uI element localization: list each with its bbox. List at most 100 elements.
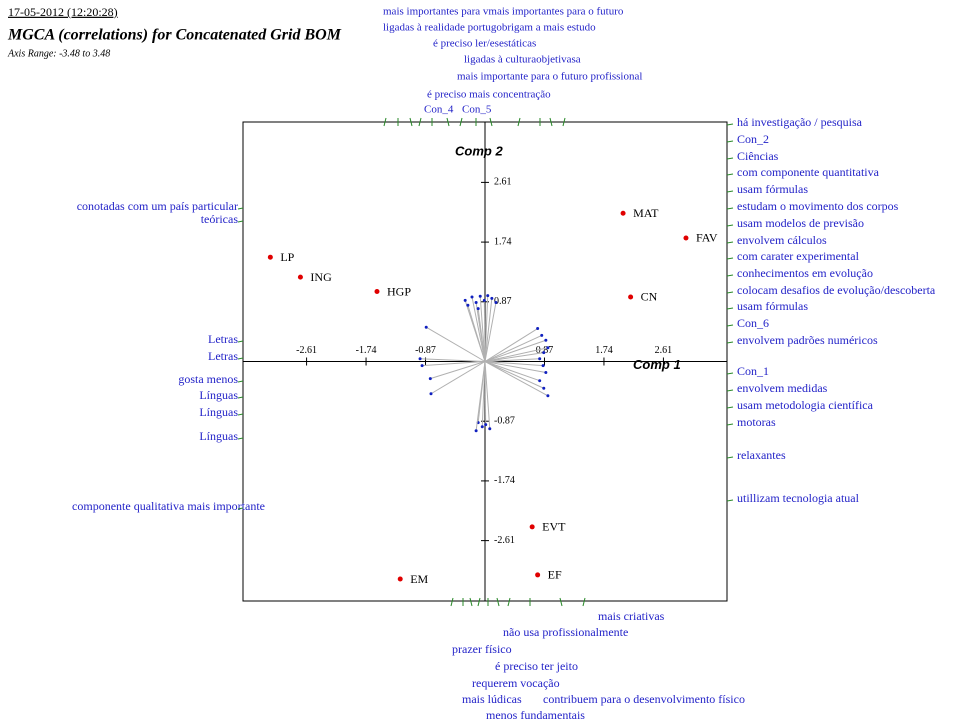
vector	[484, 328, 538, 362]
vector-end	[541, 364, 545, 368]
construct-tick	[726, 406, 734, 409]
construct-tick	[237, 340, 244, 343]
construct-tick	[459, 117, 463, 127]
vector-end	[486, 294, 490, 298]
construct-label: colocam desafios de evolução/descoberta	[737, 283, 936, 297]
vector	[484, 361, 544, 367]
construct-label: motoras	[737, 415, 776, 429]
vector	[484, 361, 491, 429]
construct-label: ligadas à realidade portugobrigam a mais…	[383, 22, 596, 34]
construct-tick	[726, 207, 734, 210]
construct-tick	[726, 173, 734, 176]
construct-label: é preciso mais concentração	[427, 89, 551, 101]
construct-label: relaxantes	[737, 448, 786, 462]
point-label: EVT	[542, 520, 566, 534]
vector-end	[476, 307, 480, 311]
vector	[484, 361, 546, 373]
y-tick-label: -1.74	[494, 475, 515, 486]
construct-label: Línguas	[199, 388, 238, 402]
point	[267, 254, 273, 260]
construct-label: componente qualitativa mais importante	[72, 499, 265, 513]
vector-end	[488, 427, 492, 431]
construct-tick	[237, 357, 244, 360]
construct-label: usam modelos de previsão	[737, 216, 864, 230]
construct-label: usam metodologia científica	[737, 398, 874, 412]
construct-label: estudam o movimento dos corpos	[737, 199, 899, 213]
vector	[484, 361, 540, 382]
vector	[484, 361, 487, 425]
construct-tick	[237, 437, 244, 440]
vector	[481, 361, 486, 427]
y-tick-label: 2.61	[494, 177, 512, 188]
vector-end	[542, 386, 546, 390]
vector	[484, 334, 542, 362]
chart-title: MGCA (correlations) for Concatenated Gri…	[7, 27, 342, 44]
x-tick-label: 0.87	[536, 345, 554, 356]
construct-tick	[469, 597, 473, 607]
construct-label: contribuem para o desenvolvimento físico	[543, 692, 745, 706]
construct-label: envolvem padrões numéricos	[737, 333, 878, 347]
construct-label: Letras	[208, 332, 238, 346]
point	[628, 294, 634, 300]
construct-tick	[507, 597, 511, 607]
construct-tick	[237, 220, 244, 223]
vector-end	[538, 379, 542, 383]
x-tick-label: -1.74	[356, 345, 377, 356]
construct-label: envolvem medidas	[737, 381, 828, 395]
y-axis-label: Comp 2	[455, 143, 503, 158]
construct-label: Línguas	[199, 429, 238, 443]
point	[535, 572, 541, 578]
point	[397, 576, 403, 582]
construct-tick	[517, 117, 521, 127]
construct-tick	[726, 389, 734, 392]
vector-end	[478, 294, 482, 298]
construct-tick	[237, 380, 244, 383]
vector-end	[424, 325, 428, 329]
construct-label: mais importante para o futuro profission…	[457, 71, 642, 83]
construct-label: mais criativas	[598, 609, 665, 623]
construct-tick	[726, 341, 734, 344]
construct-tick	[549, 117, 553, 127]
construct-tick	[726, 123, 734, 126]
vector-end	[418, 357, 422, 361]
vector	[484, 361, 544, 389]
vector-end	[542, 351, 546, 355]
vector	[422, 361, 486, 367]
construct-tick	[237, 396, 244, 399]
point	[297, 274, 303, 280]
vector	[475, 361, 486, 431]
vector-end	[482, 298, 486, 302]
vector	[479, 296, 486, 362]
point	[374, 289, 380, 295]
construct-tick	[582, 597, 586, 607]
construct-tick	[418, 117, 422, 127]
vector-end	[484, 423, 488, 427]
x-tick-label: -0.87	[415, 345, 436, 356]
vector	[467, 305, 486, 362]
vector-end	[466, 303, 470, 307]
construct-tick	[383, 117, 387, 127]
vector-end	[463, 298, 467, 302]
vector-end	[490, 296, 494, 300]
construct-tick	[726, 257, 734, 260]
construct-tick	[726, 324, 734, 327]
point-label: CN	[641, 290, 658, 304]
construct-tick	[726, 241, 734, 244]
point-label: MAT	[633, 206, 659, 220]
vector-end	[429, 392, 433, 396]
construct-label: conhecimentos em evolução	[737, 266, 873, 280]
vector-end	[540, 333, 544, 337]
y-tick-label: 0.87	[494, 296, 512, 307]
construct-label: envolvem cálculos	[737, 233, 827, 247]
vector-end	[538, 357, 542, 361]
vector	[484, 295, 489, 362]
construct-tick	[237, 507, 244, 510]
vector-end	[480, 425, 484, 429]
x-tick-label: 1.74	[595, 345, 613, 356]
point	[683, 235, 689, 241]
construct-tick	[726, 224, 734, 227]
construct-label: conotadas com um país particular	[77, 199, 238, 213]
construct-tick	[477, 597, 481, 607]
vector	[477, 308, 486, 362]
construct-tick	[237, 207, 244, 210]
